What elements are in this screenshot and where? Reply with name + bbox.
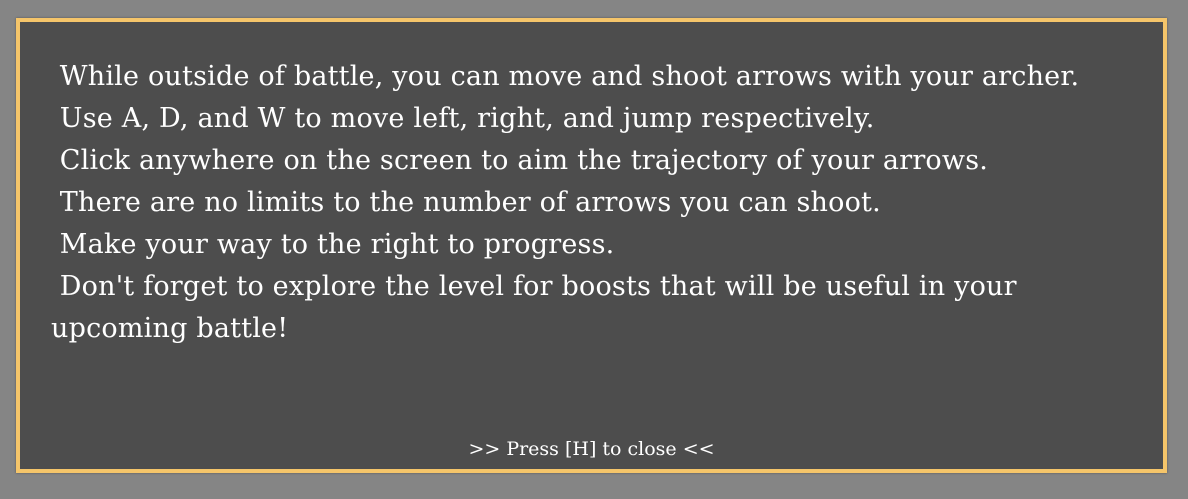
help-instructions: While outside of battle, you can move an… bbox=[51, 56, 1136, 350]
help-line-arrow-limit: There are no limits to the number of arr… bbox=[51, 187, 881, 218]
close-hint: >> Press [H] to close << bbox=[468, 438, 715, 460]
help-line-boosts: Don't forget to explore the level for bo… bbox=[51, 271, 1026, 344]
help-panel: While outside of battle, you can move an… bbox=[16, 18, 1167, 473]
help-line-progress: Make your way to the right to progress. bbox=[51, 229, 615, 260]
help-line-controls: Use A, D, and W to move left, right, and… bbox=[51, 103, 875, 134]
help-line-movement: While outside of battle, you can move an… bbox=[51, 61, 1080, 92]
help-line-aiming: Click anywhere on the screen to aim the … bbox=[51, 145, 989, 176]
